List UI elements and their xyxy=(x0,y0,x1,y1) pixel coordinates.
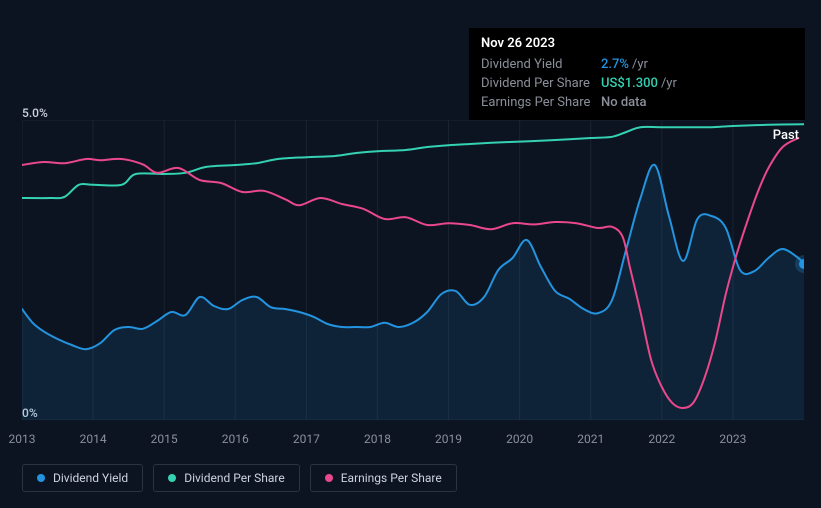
legend-label: Dividend Per Share xyxy=(184,471,285,485)
past-label: Past xyxy=(773,128,799,143)
dividend-chart: Nov 26 2023 Dividend Yield2.7% /yrDivide… xyxy=(0,0,821,508)
tooltip-value: No data xyxy=(601,95,647,110)
tooltip-value: 2.7% xyxy=(601,57,629,72)
tooltip-date: Nov 26 2023 xyxy=(481,36,793,55)
series-fill xyxy=(22,165,804,420)
plot-area xyxy=(22,120,804,420)
x-axis-label: 2022 xyxy=(648,432,675,446)
legend-dot-icon xyxy=(325,474,333,482)
x-axis-label: 2013 xyxy=(9,432,36,446)
tooltip-row: Earnings Per ShareNo data xyxy=(481,93,793,112)
tooltip-row: Dividend Yield2.7% /yr xyxy=(481,55,793,74)
tooltip-unit: /yr xyxy=(632,57,648,72)
legend-item[interactable]: Dividend Yield xyxy=(22,464,143,492)
x-axis-label: 2021 xyxy=(577,432,604,446)
x-axis-label: 2023 xyxy=(719,432,746,446)
legend-label: Earnings Per Share xyxy=(341,471,442,485)
tooltip-label: Dividend Per Share xyxy=(481,76,601,91)
legend-label: Dividend Yield xyxy=(53,471,128,485)
legend-item[interactable]: Dividend Per Share xyxy=(153,464,300,492)
x-axis-label: 2020 xyxy=(506,432,533,446)
x-axis-label: 2015 xyxy=(151,432,178,446)
plot-svg xyxy=(22,120,804,420)
y-axis-label: 5.0% xyxy=(22,106,48,120)
tooltip-unit: /yr xyxy=(661,76,677,91)
x-axis-label: 2019 xyxy=(435,432,462,446)
tooltip-rows: Dividend Yield2.7% /yrDividend Per Share… xyxy=(481,55,793,112)
legend-dot-icon xyxy=(37,474,45,482)
tooltip-label: Dividend Yield xyxy=(481,57,601,72)
tooltip: Nov 26 2023 Dividend Yield2.7% /yrDivide… xyxy=(469,28,805,120)
x-axis-label: 2018 xyxy=(364,432,391,446)
tooltip-row: Dividend Per ShareUS$1.300 /yr xyxy=(481,74,793,93)
tooltip-value: US$1.300 xyxy=(601,76,658,91)
tooltip-label: Earnings Per Share xyxy=(481,95,601,110)
legend-item[interactable]: Earnings Per Share xyxy=(310,464,457,492)
x-axis-label: 2017 xyxy=(293,432,320,446)
x-axis-label: 2014 xyxy=(80,432,107,446)
legend-dot-icon xyxy=(168,474,176,482)
x-axis-label: 2016 xyxy=(222,432,249,446)
series-line xyxy=(22,124,804,198)
legend: Dividend Yield Dividend Per Share Earnings… xyxy=(22,464,457,492)
